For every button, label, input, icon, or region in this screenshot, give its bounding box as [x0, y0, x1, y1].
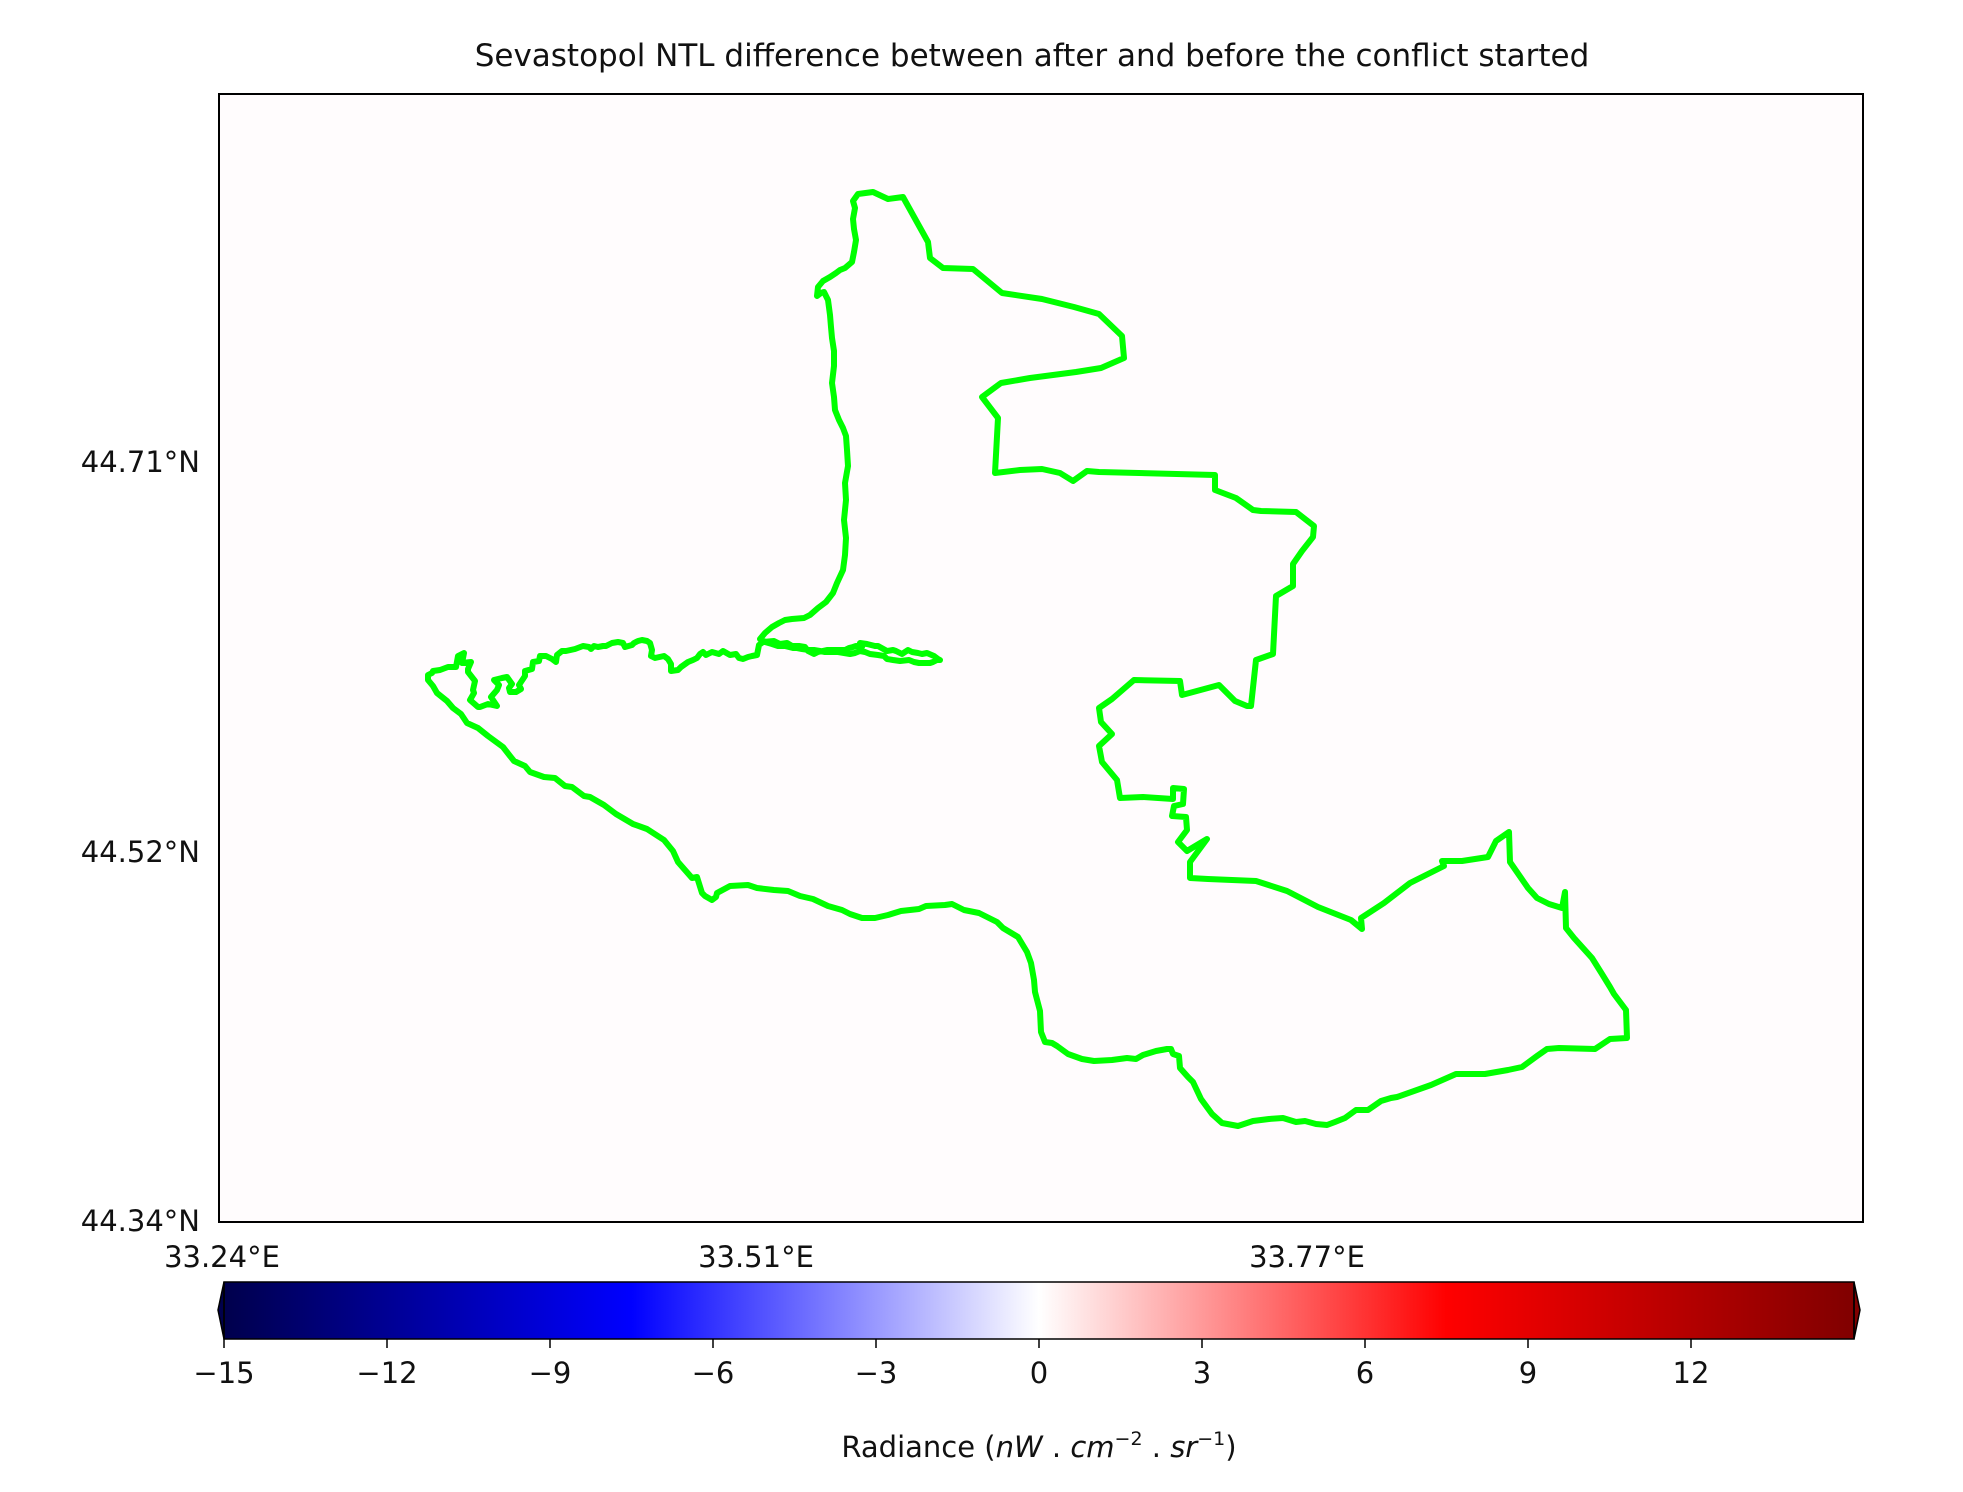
colorbar-ticks: −15 −12 −9 −6 −3 0 3 6 9 12: [193, 1339, 1709, 1390]
colorbar-tick-label: −3: [855, 1356, 898, 1390]
colorbar-tick-label: 6: [1356, 1356, 1374, 1390]
colorbar-tick-label: −9: [529, 1356, 572, 1390]
lat-label-1: 44.71°N: [81, 445, 200, 479]
lon-label-2: 33.51°E: [698, 1240, 814, 1274]
lon-label-1: 33.24°E: [164, 1240, 280, 1274]
colorbar-gradient: [224, 1282, 1854, 1339]
colorbar-tick-label: −6: [692, 1356, 735, 1390]
colorbar-tick-label: 12: [1673, 1356, 1710, 1390]
colorbar-label: Radiance (nW . cm−2 . sr−1): [841, 1428, 1236, 1464]
colorbar-tick-label: 3: [1193, 1356, 1211, 1390]
lat-label-3: 44.34°N: [81, 1204, 200, 1238]
colorbar-tick-label: −15: [193, 1356, 254, 1390]
colorbar-tick-label: 0: [1030, 1356, 1048, 1390]
sevastopol-boundary: [425, 189, 1630, 1129]
lon-label-3: 33.77°E: [1249, 1240, 1365, 1274]
colorbar: −15 −12 −9 −6 −3 0 3 6 9 12 Radiance (nW . cm−2 .…: [193, 1281, 1861, 1464]
colorbar-extend-low: [217, 1281, 225, 1340]
lat-label-2: 44.52°N: [81, 835, 200, 869]
colorbar-extend-high: [1853, 1281, 1861, 1340]
map-title: Sevastopol NTL difference between after …: [475, 38, 1590, 74]
colorbar-tick-label: −12: [356, 1356, 417, 1390]
colorbar-tick-label: 9: [1519, 1356, 1537, 1390]
